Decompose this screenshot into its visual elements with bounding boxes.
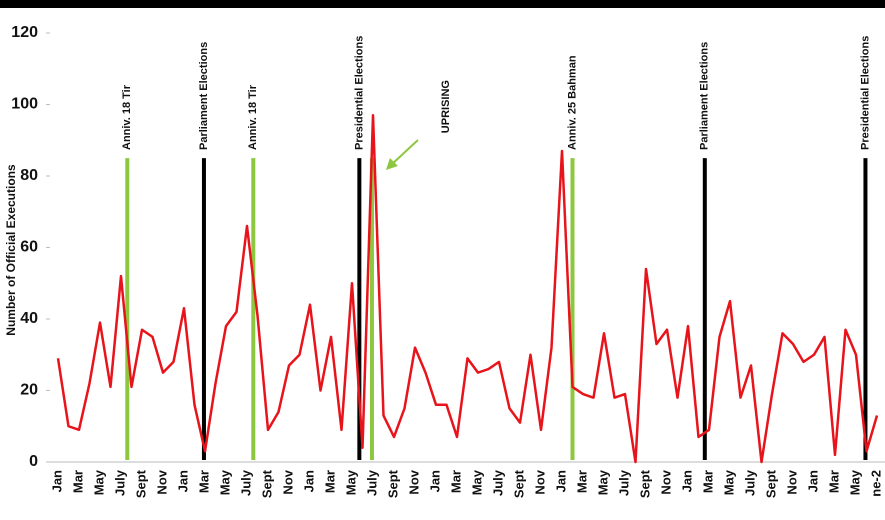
y-tick-label: 0 (29, 453, 38, 470)
x-tick-label: July (490, 469, 505, 496)
x-tick-label: Sept (385, 469, 400, 498)
x-tick-label: ne-2 (868, 470, 883, 497)
x-tick-label: Jan (553, 470, 568, 492)
x-tick-label: Nov (658, 469, 673, 494)
y-tick-label: 40 (20, 310, 38, 327)
annotation-arrowhead (385, 158, 398, 170)
x-tick-label: May (595, 469, 610, 495)
x-tick-label: Nov (784, 469, 799, 494)
x-tick-label: Mar (448, 470, 463, 493)
event-label: Anniv. 18 Tir (247, 84, 259, 150)
x-tick-label: Mar (826, 470, 841, 493)
x-tick-label: Mar (70, 470, 85, 493)
x-tick-label: May (343, 469, 358, 495)
x-tick-label: July (238, 469, 253, 496)
event-label: Presidential Elections (859, 36, 871, 150)
x-tick-label: Jan (679, 470, 694, 492)
x-tick-label: Jan (805, 470, 820, 492)
x-tick-label: Sept (133, 469, 148, 498)
y-axis-label: Number of Official Executions (4, 164, 18, 336)
x-tick-label: Sept (637, 469, 652, 498)
x-tick-label: Mar (700, 470, 715, 493)
x-tick-label: Sept (763, 469, 778, 498)
event-label: Parliament Elections (198, 42, 210, 150)
event-label: Presidential Elections (353, 36, 365, 150)
y-tick-label: 60 (20, 239, 38, 256)
x-tick-label: July (112, 469, 127, 496)
data-line (56, 113, 879, 464)
x-tick-label: May (847, 469, 862, 495)
top-band (0, 0, 885, 8)
x-tick-label: Nov (406, 469, 421, 494)
x-tick-label: Sept (259, 469, 274, 498)
x-tick-label: Nov (280, 469, 295, 494)
x-tick-label: Nov (154, 469, 169, 494)
y-tick-label: 120 (11, 24, 38, 41)
annotation-arrow (389, 139, 419, 167)
x-tick-label: July (742, 469, 757, 496)
x-tick-label: July (364, 469, 379, 496)
x-tick-label: Jan (49, 470, 64, 492)
x-tick-label: May (217, 469, 232, 495)
x-tick-label: Jan (175, 470, 190, 492)
x-tick-label: May (721, 469, 736, 495)
x-tick-label: Jan (427, 470, 442, 492)
x-tick-label: May (91, 469, 106, 495)
event-label: Parliament Elections (699, 42, 711, 150)
x-tick-label: Nov (532, 469, 547, 494)
event-label: Anniv. 18 Tir (121, 84, 133, 150)
y-tick-label: 80 (20, 167, 38, 184)
y-tick-label: 100 (11, 96, 38, 113)
x-tick-label: May (469, 469, 484, 495)
x-tick-label: Mar (322, 470, 337, 493)
y-tick-label: 20 (20, 382, 38, 399)
x-tick-label: Mar (574, 470, 589, 493)
x-tick-label: Jan (301, 470, 316, 492)
x-tick-label: July (616, 469, 631, 496)
x-tick-label: Sept (511, 469, 526, 498)
annotation: UPRISING (440, 80, 452, 133)
x-tick-label: Mar (196, 470, 211, 493)
event-label: Anniv. 25 Bahman (566, 55, 578, 150)
